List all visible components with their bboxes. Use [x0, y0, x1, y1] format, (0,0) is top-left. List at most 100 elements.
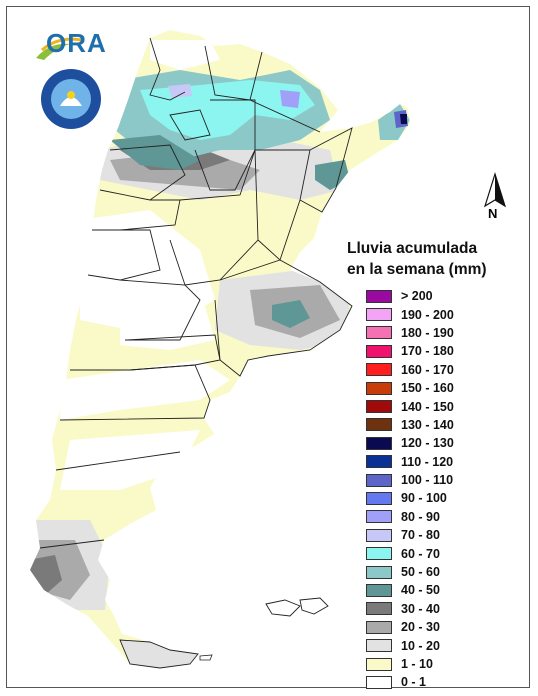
rain-zone-0-1-nw	[150, 40, 220, 70]
legend-item: 0 - 1	[366, 673, 454, 691]
rain-zone-40-50-north-ring	[110, 135, 200, 170]
legend-swatch	[366, 344, 392, 358]
legend-swatch	[366, 400, 392, 414]
boundary-santiago	[194, 99, 256, 191]
legend-item: 10 - 20	[366, 636, 454, 654]
legend-item: 130 - 140	[366, 416, 454, 434]
legend-label: 170 - 180	[401, 344, 454, 359]
legend-swatch	[366, 289, 392, 303]
legend-label: 40 - 50	[401, 583, 440, 598]
legend-item: 90 - 100	[366, 489, 454, 507]
legend-label: 110 - 120	[401, 454, 454, 469]
legend-item: 180 - 190	[366, 324, 454, 342]
legend-item: 80 - 90	[366, 508, 454, 526]
legend-swatch	[366, 455, 392, 469]
boundary-salta-formosa	[204, 45, 263, 101]
legend-item: 170 - 180	[366, 342, 454, 360]
legend-item: 150 - 160	[366, 379, 454, 397]
legend-swatch	[366, 473, 392, 487]
legend-swatch	[366, 583, 392, 597]
boundary-buenos-aires	[214, 259, 353, 377]
legend-label: 130 - 140	[401, 417, 454, 432]
estados-island	[199, 654, 213, 661]
rain-zone-70-80-north	[168, 84, 192, 98]
legend-swatch	[366, 639, 392, 653]
boundary-neuquen-rio-negro	[59, 364, 211, 421]
north-label: N	[488, 206, 498, 221]
legend-swatch	[366, 528, 392, 542]
legend-swatch	[366, 381, 392, 395]
legend-item: 100 - 110	[366, 471, 454, 489]
province-boundaries	[39, 37, 353, 549]
malvinas-islands	[265, 597, 329, 617]
legend-label: 10 - 20	[401, 638, 440, 653]
legend-label: 120 - 130	[401, 436, 454, 451]
legend-item: 40 - 50	[366, 581, 454, 599]
legend-label: 100 - 110	[401, 473, 454, 488]
legend-item: 120 - 130	[366, 434, 454, 452]
legend-swatch	[366, 675, 392, 689]
legend-item: 70 - 80	[366, 526, 454, 544]
legend-swatch	[366, 308, 392, 322]
boundary-formosa-chaco	[249, 99, 321, 133]
legend-item: 50 - 60	[366, 563, 454, 581]
legend-label: 160 - 170	[401, 362, 454, 377]
legend-item: 60 - 70	[366, 544, 454, 562]
legend-label: 140 - 150	[401, 399, 454, 414]
ora-logo	[36, 37, 83, 60]
legend-swatch	[366, 326, 392, 340]
boundary-chubut	[55, 451, 181, 471]
smn-seal	[41, 69, 101, 129]
legend-item: 140 - 150	[366, 397, 454, 415]
rain-zone-80-90-north	[280, 90, 300, 108]
boundary-tucuman	[169, 109, 211, 141]
legend-label: 30 - 40	[401, 601, 440, 616]
legend-item: 20 - 30	[366, 618, 454, 636]
legend-swatch	[366, 418, 392, 432]
legend-label: 0 - 1	[401, 675, 427, 690]
legend-label: 70 - 80	[401, 528, 440, 543]
legend-swatch	[366, 602, 392, 616]
legend: > 200 190 - 200 180 - 190 170 - 180 160 - 17…	[366, 287, 454, 692]
legend-item: 190 - 200	[366, 305, 454, 323]
legend-swatch	[366, 657, 392, 671]
rain-zone-120-130-misiones	[400, 114, 407, 124]
legend-swatch	[366, 363, 392, 377]
rain-zone-0-1-cuyo	[120, 290, 215, 350]
legend-label: 80 - 90	[401, 509, 440, 524]
legend-swatch	[366, 436, 392, 450]
legend-swatch	[366, 620, 392, 634]
legend-title: Lluvia acumulada en la semana (mm)	[347, 238, 517, 280]
legend-item: > 200	[366, 287, 454, 305]
legend-swatch	[366, 491, 392, 505]
boundary-santa-cruz	[39, 539, 105, 549]
north-arrow-icon	[483, 172, 507, 208]
legend-label: 190 - 200	[401, 307, 454, 322]
ora-logo-text: ORA	[46, 28, 107, 58]
legend-item: 160 - 170	[366, 361, 454, 379]
tierra-del-fuego	[119, 639, 199, 669]
legend-label: > 200	[401, 289, 433, 304]
legend-swatch	[366, 510, 392, 524]
legend-title-line2: en la semana (mm)	[347, 261, 487, 278]
boundary-catamarca	[109, 144, 186, 201]
rain-zone-40-50-pampa	[272, 300, 310, 328]
legend-label: 1 - 10	[401, 657, 433, 671]
legend-label: 150 - 160	[401, 381, 454, 396]
legend-item: 1 - 10	[366, 655, 454, 673]
legend-label: 60 - 70	[401, 546, 440, 561]
legend-item: 110 - 120	[366, 453, 454, 471]
boundary-mendoza-san-luis	[119, 279, 201, 341]
rain-zone-0-1-patagonia-north	[60, 360, 230, 420]
legend-label: 20 - 30	[401, 620, 440, 635]
legend-label: 180 - 190	[401, 325, 454, 340]
legend-title-line1: Lluvia acumulada	[347, 240, 478, 257]
legend-label: 50 - 60	[401, 565, 440, 580]
legend-label: 90 - 100	[401, 491, 447, 506]
boundary-san-juan	[87, 229, 161, 281]
legend-swatch	[366, 547, 392, 561]
legend-swatch	[366, 565, 392, 579]
boundary-jujuy-salta	[149, 37, 186, 101]
boundary-corrientes-entre-rios	[299, 127, 353, 213]
